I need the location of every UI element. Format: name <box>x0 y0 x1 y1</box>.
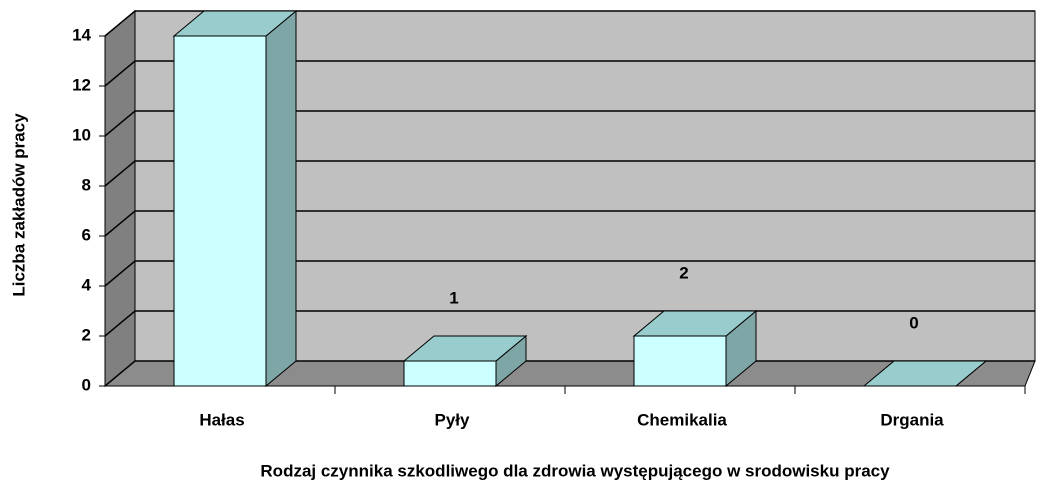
grid-line <box>104 10 1035 37</box>
x-axis-title: Rodzaj czynnika szkodliwego dla zdrowia … <box>260 461 890 480</box>
x-tick-label: Hałas <box>199 410 244 429</box>
grid-line <box>104 60 1035 87</box>
bar <box>633 335 727 387</box>
grid-line <box>104 210 1035 237</box>
y-tick-label: 14 <box>72 25 91 44</box>
grid-line <box>104 160 1035 187</box>
y-tick-label: 12 <box>72 75 91 94</box>
data-label: 0 <box>909 313 918 332</box>
data-label: 2 <box>679 263 688 282</box>
bar-side <box>265 9 297 388</box>
y-tick-label: 0 <box>82 375 91 394</box>
grid-line <box>104 110 1035 137</box>
x-tick-label: Pyły <box>435 410 471 429</box>
y-tick-label: 6 <box>82 225 91 244</box>
x-tick-label: Chemikalia <box>637 410 727 429</box>
y-tick-label: 4 <box>82 275 92 294</box>
grid-line <box>104 260 1035 287</box>
y-tick-label: 2 <box>82 325 91 344</box>
bar-top <box>862 360 988 387</box>
y-tick-label: 8 <box>82 175 91 194</box>
y-axis-title: Liczba zakładów pracy <box>9 113 28 297</box>
x-tick-label: Drgania <box>880 410 944 429</box>
data-label: 1 <box>449 288 458 307</box>
y-tick-label: 10 <box>72 125 91 144</box>
bar <box>403 360 497 387</box>
side-wall <box>104 9 136 388</box>
bar <box>173 35 267 387</box>
